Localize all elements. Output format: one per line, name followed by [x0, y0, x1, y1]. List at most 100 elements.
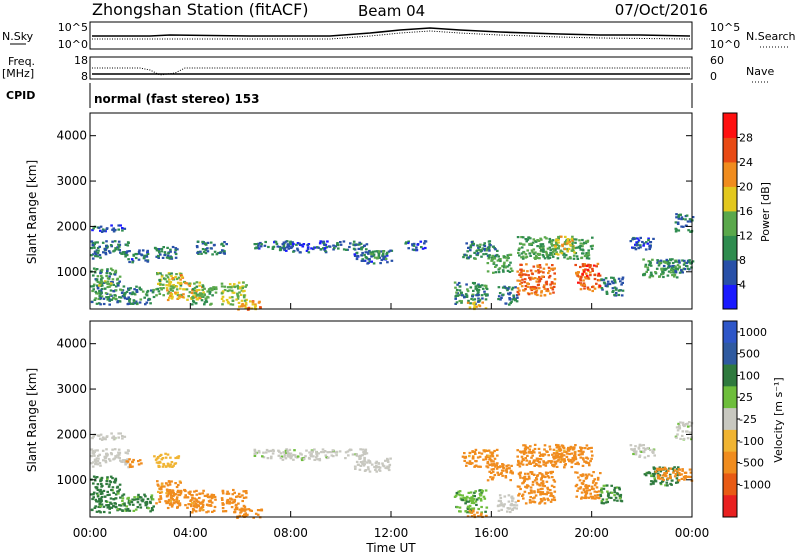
heatmap-cell: [543, 485, 546, 488]
heatmap-cell: [574, 263, 577, 267]
heatmap-cell: [191, 511, 194, 514]
heatmap-cell: [524, 502, 528, 505]
heatmap-cell: [543, 236, 547, 239]
heatmap-cell: [531, 251, 534, 254]
heatmap-cell: [505, 467, 509, 470]
heatmap-cell: [600, 501, 604, 504]
heatmap-cell: [169, 502, 172, 506]
heatmap-cell: [228, 283, 232, 286]
heatmap-cell: [656, 259, 659, 262]
heatmap-cell: [162, 287, 165, 290]
heatmap-cell: [500, 508, 503, 511]
heatmap-cell: [630, 448, 633, 451]
heatmap-cell: [685, 265, 689, 268]
heatmap-cell: [477, 246, 480, 249]
heatmap-cell: [465, 294, 469, 297]
heatmap-cell: [91, 289, 94, 293]
heatmap-cell: [526, 285, 530, 288]
heatmap-cell: [459, 497, 463, 500]
heatmap-cell: [652, 482, 655, 485]
heatmap-cell: [118, 300, 122, 303]
heatmap-cell: [599, 472, 602, 475]
heatmap-cell: [510, 300, 513, 303]
heatmap-cell: [579, 278, 582, 281]
heatmap-cell: [477, 297, 480, 300]
heatmap-cell: [101, 241, 105, 244]
heatmap-cell: [155, 502, 158, 505]
heatmap-cell: [575, 483, 579, 486]
heatmap-cell: [175, 277, 179, 281]
heatmap-cell: [237, 301, 241, 304]
heatmap-cell: [570, 452, 574, 455]
heatmap-cell: [676, 468, 679, 471]
heatmap-cell: [226, 490, 229, 493]
heatmap-cell: [672, 265, 676, 268]
heatmap-cell: [278, 249, 282, 252]
heatmap-cell: [677, 479, 681, 482]
heatmap-cell: [488, 245, 491, 248]
heatmap-cell: [614, 294, 618, 297]
heatmap-cell: [118, 508, 122, 511]
heatmap-cell: [97, 434, 101, 437]
heatmap-cell: [677, 215, 680, 218]
heatmap-cell: [549, 249, 552, 252]
heatmap-cell: [597, 272, 601, 275]
heatmap-cell: [315, 450, 318, 453]
heatmap-cell: [510, 464, 513, 467]
heatmap-cell: [686, 425, 690, 428]
heatmap-cell: [357, 455, 361, 458]
heatmap-cell: [133, 498, 136, 501]
heatmap-cell: [106, 477, 109, 480]
heatmap-cell: [361, 246, 365, 249]
heatmap-cell: [546, 488, 550, 491]
heatmap-cell: [494, 248, 497, 251]
heatmap-cell: [207, 296, 210, 299]
heatmap-cell: [92, 285, 95, 288]
heatmap-cell: [591, 285, 594, 289]
heatmap-cell: [465, 497, 468, 500]
heatmap-cell: [117, 436, 120, 439]
heatmap-cell: [133, 302, 136, 305]
heatmap-cell: [92, 491, 96, 494]
heatmap-cell: [220, 282, 224, 285]
heatmap-cell: [524, 446, 528, 449]
heatmap-cell: [476, 253, 479, 257]
heatmap-cell: [170, 461, 174, 464]
heatmap-cell: [639, 236, 642, 239]
heatmap-cell: [554, 454, 557, 457]
heatmap-cell: [613, 486, 617, 489]
heatmap-cell: [174, 256, 178, 259]
heatmap-cell: [152, 288, 155, 292]
heatmap-cell: [317, 246, 320, 249]
heatmap-cell: [315, 454, 319, 457]
heatmap-cell: [586, 447, 590, 450]
heatmap-cell: [605, 284, 608, 288]
heatmap-cell: [210, 497, 214, 500]
heatmap-cell: [164, 456, 168, 459]
heatmap-cell: [483, 242, 486, 245]
heatmap-cell: [647, 239, 650, 242]
heatmap-cell: [167, 284, 171, 287]
heatmap-cell: [119, 224, 122, 227]
heatmap-cell: [217, 251, 220, 255]
heatmap-cell: [280, 455, 284, 458]
heatmap-cell: [105, 272, 109, 275]
heatmap-cell: [642, 444, 645, 447]
heatmap-cell: [194, 510, 198, 513]
heatmap-cell: [100, 503, 104, 506]
heatmap-cell: [233, 285, 236, 288]
heatmap-cell: [551, 495, 555, 498]
heatmap-cell: [194, 302, 198, 305]
heatmap-cell: [169, 463, 172, 466]
heatmap-cell: [113, 271, 117, 274]
heatmap-cell: [483, 497, 487, 500]
heatmap-cell: [473, 282, 476, 285]
heatmap-cell: [550, 281, 554, 284]
heatmap-cell: [679, 213, 682, 216]
heatmap-cell: [242, 296, 246, 299]
heatmap-cell: [305, 449, 308, 452]
heatmap-cell: [121, 499, 124, 502]
heatmap-cell: [531, 483, 535, 486]
heatmap-cell: [165, 280, 169, 283]
heatmap-cell: [141, 498, 145, 501]
